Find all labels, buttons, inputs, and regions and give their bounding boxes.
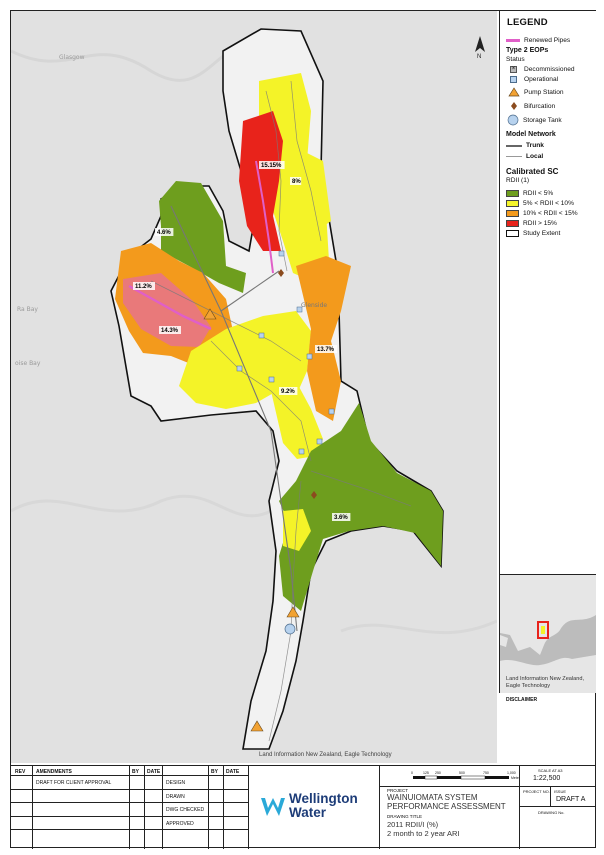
approved-row: APPROVED [166,821,194,827]
scale-tick-label: 250 [435,771,441,775]
place-label-glenside: Glenside [301,302,327,309]
legend-study-extent: Study Extent [506,230,560,237]
scale-bar: 0 125 250 500 750 1,000Meters [411,771,519,780]
inset-extent-marker [537,621,549,639]
scale-tick-label: 500 [459,771,465,775]
logo-text: Wellington Water [289,791,358,820]
place-label-glasgow: Glasgow [59,54,85,61]
catchment-label-bg [133,282,155,290]
scale-tick-label: 750 [483,771,489,775]
scale-value: 1:22,500 [533,775,561,782]
legend-pump-station: Pump Station [506,87,564,97]
catchment-label-bg [290,177,302,185]
inset-attribution: Land Information New Zealand, Eagle Tech… [506,676,585,689]
model-network-heading: Model Network [506,131,556,138]
inset-map-canvas [500,575,596,693]
catchment-label: 14.3% [161,328,179,334]
issue-label: ISSUE [554,789,567,794]
inset-locator-map[interactable] [499,574,596,693]
eop-heading: Type 2 EOPs [506,47,549,54]
class-1-swatch [506,190,519,197]
map-panel[interactable]: Glasgow Glenside Ra Bay oise Bay 15.15% 8… [11,11,497,763]
legend-renewed-pipes: Renewed Pipes [506,37,570,44]
local-line-icon [506,156,522,157]
catchment-label: 15.15% [261,163,282,169]
project-no-label: PROJECT NO. [523,789,550,794]
title-block: REV AMENDMENTS BY DATE BY DATE DRAFT FOR… [11,765,596,849]
renewed-pipes-label: Renewed Pipes [524,37,571,44]
legend-class-2: 5% < RDII < 10% [506,200,574,207]
legend-local: Local [506,153,543,160]
legend-trunk: Trunk [506,142,544,149]
pump-station-icon [508,87,520,97]
drawing-title-label: DRAWING TITLE [387,814,423,819]
north-arrow-icon: N [475,36,485,58]
catchment-label: 4.6% [157,230,171,236]
catchment-label-bg [259,161,285,169]
project-label: PROJECT [387,788,409,793]
scale-unit-label: Meters [511,776,519,780]
issue-value: DRAFT A [556,796,586,803]
scale-tick-label: 125 [423,771,429,775]
catchment-label: 3.6% [334,515,348,521]
decommissioned-icon: × [510,66,517,73]
rev-header: REV [15,769,26,775]
bifurcation-icon [511,102,517,110]
drawing-title: 2011 RDII/I (%) 2 month to 2 year ARI [387,820,460,838]
catchment-label: 11.2% [135,284,152,290]
study-extent-swatch [506,230,519,237]
catchment-label-bg [155,228,174,236]
trunk-line-icon [506,144,522,147]
map-canvas: Glasgow Glenside Ra Bay oise Bay 15.15% 8… [11,11,497,763]
catchment-label: 8% [292,179,301,185]
status-label: Status [506,56,525,63]
legend-decommissioned: × Decommissioned [510,66,575,73]
wellington-water-logo-icon [261,798,285,816]
draft-note: DRAFT FOR CLIENT APPROVAL [36,780,112,786]
catchment-label-bg [332,513,351,521]
catchment-label-bg [279,387,298,395]
catchment-label: 13.7% [317,347,335,353]
design-row: DESIGN [166,780,186,786]
scale-label: SCALE AT A3 [538,768,563,773]
scale-tick-label: 0 [411,771,413,775]
project-name: WAINUIOMATA SYSTEM PERFORMANCE ASSESSMEN… [387,793,506,811]
drawing-no-label: DRAWING No. [538,810,565,815]
place-label-ra-bay: Ra Bay [17,306,38,313]
class-3-swatch [506,210,519,217]
amendments-header: AMENDMENTS [36,769,72,775]
legend-class-4: RDII > 15% [506,220,557,227]
drawn-row: DRAWN [166,794,185,800]
date-header: DATE [147,769,161,775]
legend-class-1: RDII < 5% [506,190,553,197]
disclaimer-heading: DISCLAIMER [506,697,538,703]
legend-panel: LEGEND Renewed Pipes Type 2 EOPs Status … [499,11,596,574]
catchment-label: 9.2% [281,389,295,395]
date-header-2: DATE [226,769,240,775]
place-label-oise-bay: oise Bay [15,360,41,367]
catchment-label-bg [159,326,181,334]
legend-operational: Operational [506,76,558,83]
legend-storage-tank: Storage Tank [506,114,562,126]
legend-bifurcation: Bifurcation [506,101,555,111]
dwg-checked-row: DWG CHECKED [166,807,205,813]
svg-text:N: N [477,54,481,58]
map-attribution: Land Information New Zealand, Eagle Tech… [259,752,392,758]
class-2-swatch [506,200,519,207]
legend-class-3: 10% < RDII < 15% [506,210,578,217]
calibrated-heading: Calibrated SC [506,167,559,176]
rdii-label: RDII (1) [506,177,530,184]
scale-tick-label: 1,000 [507,771,516,775]
by-header-2: BY [211,769,218,775]
class-4-swatch [506,220,519,227]
storage-tank-icon [507,114,519,126]
catchment-label-bg [315,345,337,353]
by-header: BY [132,769,139,775]
legend-title: LEGEND [507,17,548,28]
operational-icon [510,76,517,83]
renewed-pipes-swatch [506,39,520,42]
